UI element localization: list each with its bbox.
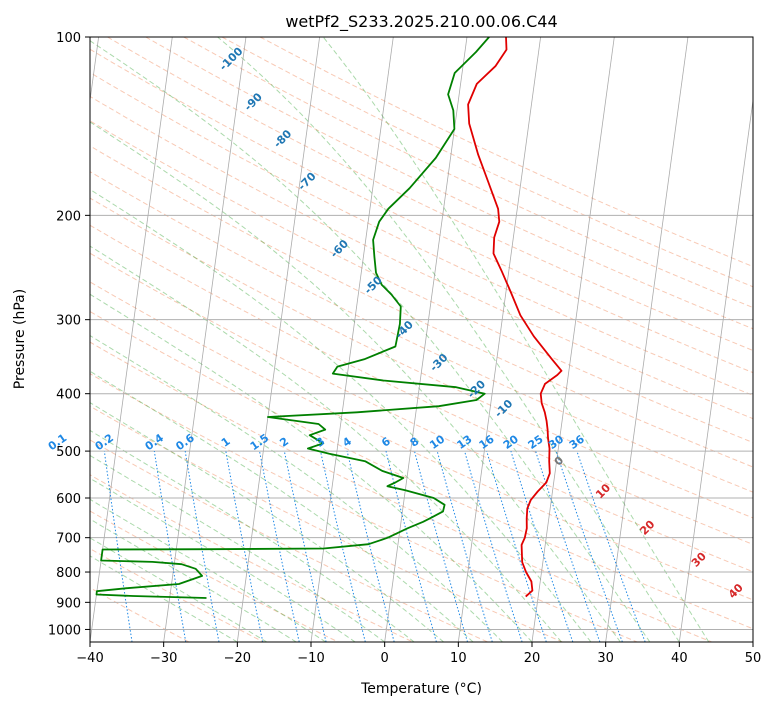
moist-adiabat-line	[90, 334, 503, 642]
isotherm-line	[457, 37, 542, 642]
moist-adiabat-line	[90, 121, 621, 642]
y-tick-label: 200	[56, 209, 81, 224]
y-tick-label: 1000	[48, 623, 81, 638]
dry-adiabat-line	[90, 439, 488, 642]
isotherm-line	[90, 37, 173, 642]
dry-adiabat-line	[90, 95, 753, 420]
moist-adiabat-line	[90, 477, 356, 642]
x-tick-label: 10	[450, 651, 467, 666]
mixing-ratio-line	[486, 450, 547, 642]
y-tick-label: 600	[56, 492, 81, 507]
x-tick-label: −10	[297, 651, 324, 666]
mixing-ratio-line	[555, 450, 623, 642]
dry-adiabat-line	[90, 120, 753, 444]
dry-adiabat-line	[90, 405, 563, 642]
moist-adiabat-line	[90, 454, 385, 642]
chart-title: wetPf2_S233.2025.210.00.06.C44	[285, 12, 557, 32]
mixing-ratio-line	[346, 450, 395, 642]
isotherm-line	[531, 37, 615, 642]
isotherm-line	[163, 37, 247, 642]
x-tick-label: 0	[381, 651, 389, 666]
mixing-ratio-line	[414, 450, 468, 642]
dry-adiabat-line	[90, 224, 753, 545]
y-tick-label: 500	[56, 445, 81, 460]
x-tick-label: −20	[224, 651, 251, 666]
dry-adiabat-line	[90, 310, 753, 630]
moist-adiabat-line	[90, 293, 533, 642]
y-tick-label: 100	[56, 31, 81, 46]
temperature-line	[467, 37, 563, 598]
moist-adiabat-line	[90, 518, 297, 642]
dewpoint-line	[95, 37, 490, 599]
dry-adiabat-line	[183, 37, 753, 309]
moist-adiabat-line	[90, 555, 238, 642]
y-tick-label: 900	[56, 596, 81, 611]
mixing-ratio-line	[385, 450, 437, 642]
y-axis-label: Pressure (hPa)	[12, 289, 28, 389]
plot-area	[90, 37, 753, 642]
plot-frame	[89, 36, 754, 643]
x-axis-label: Temperature (°C)	[360, 681, 482, 697]
moist-adiabat-line	[90, 370, 474, 642]
isotherm-line	[605, 37, 689, 642]
moist-adiabat-line	[90, 188, 592, 642]
x-tick-label: −40	[76, 651, 103, 666]
mixing-ratio-line	[510, 450, 574, 642]
dry-adiabat-line	[221, 37, 753, 288]
mixing-ratio-line	[320, 450, 366, 642]
dry-adiabat-line	[107, 37, 753, 352]
isotherm-line	[384, 37, 468, 642]
moist-adiabat-line	[322, 37, 710, 642]
x-tick-label: −30	[150, 651, 177, 666]
mixing-ratio-line	[436, 450, 493, 642]
moist-adiabat-line	[217, 37, 680, 642]
y-tick-label: 700	[56, 532, 81, 547]
isotherm-line	[310, 37, 394, 642]
x-tick-label: 40	[671, 651, 688, 666]
mixing-ratio-line	[259, 451, 300, 642]
isotherm-line	[236, 37, 321, 642]
x-tick-label: 30	[597, 651, 614, 666]
mixing-ratio-line	[576, 450, 646, 642]
y-tick-label: 300	[56, 314, 81, 329]
x-tick-label: 20	[524, 651, 541, 666]
moist-adiabat-line	[90, 245, 562, 642]
dry-adiabat-line	[90, 48, 753, 374]
mixing-ratio-line	[283, 450, 327, 642]
mixing-ratio-line	[464, 450, 523, 642]
isotherm-line	[678, 97, 753, 642]
y-tick-label: 400	[56, 388, 81, 403]
dry-adiabat-line	[90, 373, 638, 642]
dry-adiabat-line	[90, 197, 753, 519]
moist-adiabat-line	[90, 402, 444, 642]
y-tick-label: 800	[56, 566, 81, 581]
x-tick-label: 50	[745, 651, 762, 666]
mixing-ratio-line	[535, 450, 601, 642]
moist-adiabat-line	[90, 537, 268, 642]
